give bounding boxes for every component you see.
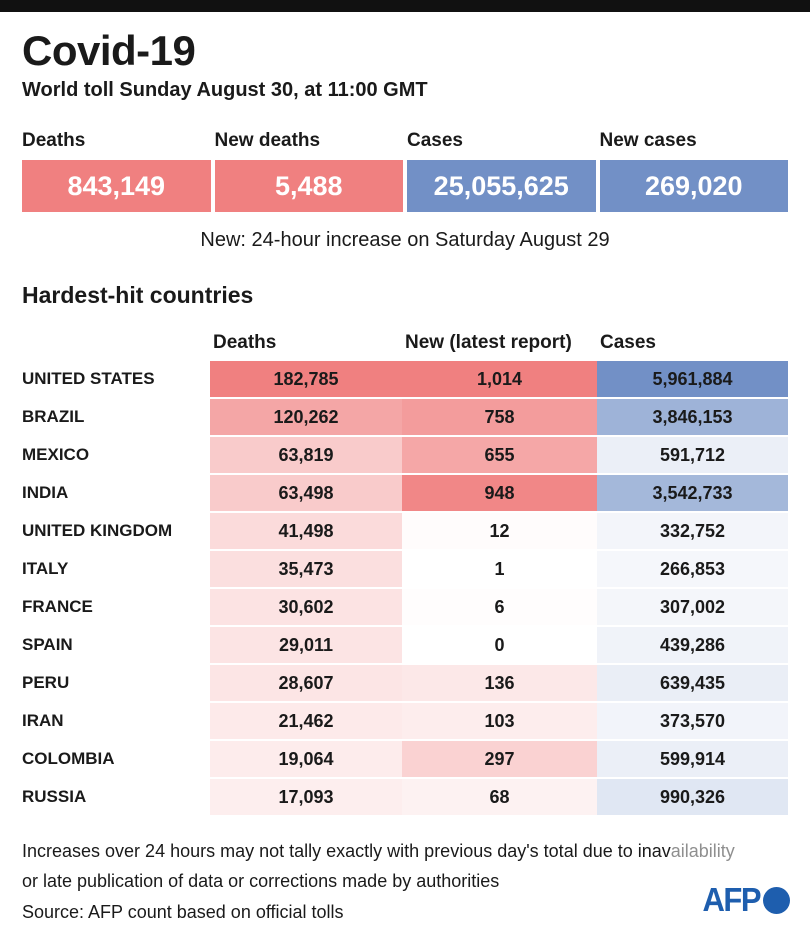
cases-cell: 591,712 [597,437,788,473]
table-row: BRAZIL 120,262 758 3,846,153 [22,399,788,435]
deaths-cell: 19,064 [210,741,402,777]
page-title: Covid-19 [22,27,196,74]
table-row: ITALY 35,473 1 266,853 [22,551,788,587]
afp-logo: AFP [702,880,790,919]
country-name: PERU [22,673,70,692]
table-row: INDIA 63,498 948 3,542,733 [22,475,788,511]
country-name: IRAN [22,711,64,730]
deaths-cell: 63,819 [210,437,402,473]
table-header-row: Deaths New (latest report) Cases [22,332,788,354]
country-name: INDIA [22,483,69,502]
page-subtitle: World toll Sunday August 30, at 11:00 GM… [22,79,428,101]
table-header-deaths: Deaths [213,332,277,353]
summary-label-2: Cases [407,130,463,151]
cases-cell: 3,846,153 [597,399,788,435]
deaths-cell: 41,498 [210,513,402,549]
country-name: UNITED KINGDOM [22,521,173,540]
country-name: MEXICO [22,445,90,464]
summary-value-3: 269,020 [599,160,788,212]
table-row: UNITED STATES 182,785 1,014 5,961,884 [22,361,788,397]
deaths-cell: 30,602 [210,589,402,625]
new-cell: 103 [402,703,597,739]
footer-note-line1-main: Increases over 24 hours may not tally ex… [22,841,671,861]
new-cell: 655 [402,437,597,473]
footer-note-line1: Increases over 24 hours may not tally ex… [22,836,788,866]
top-bar [0,0,810,12]
new-cell: 6 [402,589,597,625]
new-cell: 12 [402,513,597,549]
footer-note-line2: or late publication of data or correctio… [22,871,500,891]
footer-notes: Increases over 24 hours may not tally ex… [22,836,788,927]
cases-cell: 990,326 [597,779,788,815]
new-cell: 297 [402,741,597,777]
summary-value-1: 5,488 [214,160,403,212]
deaths-cell: 63,498 [210,475,402,511]
cases-cell: 266,853 [597,551,788,587]
table-header-cases: Cases [600,332,656,353]
table-row: SPAIN 29,011 0 439,286 [22,627,788,663]
countries-table: UNITED STATES 182,785 1,014 5,961,884 BRAZIL… [22,361,788,815]
summary-value-2: 25,055,625 [407,160,596,212]
new-cell: 1,014 [402,361,597,397]
cases-cell: 599,914 [597,741,788,777]
summary-labels: Deaths New deaths Cases New cases [22,130,788,160]
table-row: IRAN 21,462 103 373,570 [22,703,788,739]
country-name: RUSSIA [22,787,87,806]
deaths-cell: 28,607 [210,665,402,701]
cases-cell: 5,961,884 [597,361,788,397]
summary-value-0: 843,149 [22,160,211,212]
cases-cell: 639,435 [597,665,788,701]
cases-cell: 332,752 [597,513,788,549]
new-cell: 68 [402,779,597,815]
new-cell: 1 [402,551,597,587]
new-cell: 758 [402,399,597,435]
footer-note-line1-faded: ailability [670,841,735,861]
deaths-cell: 120,262 [210,399,402,435]
table-row: FRANCE 30,602 6 307,002 [22,589,788,625]
table-row: MEXICO 63,819 655 591,712 [22,437,788,473]
country-name: FRANCE [22,597,93,616]
new-cell: 136 [402,665,597,701]
source-line: Source: AFP count based on official toll… [22,902,344,922]
table-row: PERU 28,607 136 639,435 [22,665,788,701]
section-title: Hardest-hit countries [22,282,254,308]
country-name: COLOMBIA [22,749,115,768]
summary-note: New: 24-hour increase on Saturday August… [200,229,610,251]
deaths-cell: 29,011 [210,627,402,663]
deaths-cell: 21,462 [210,703,402,739]
summary-label-0: Deaths [22,130,86,151]
table-row: RUSSIA 17,093 68 990,326 [22,779,788,815]
cases-cell: 439,286 [597,627,788,663]
table-row: COLOMBIA 19,064 297 599,914 [22,741,788,777]
deaths-cell: 35,473 [210,551,402,587]
cases-cell: 3,542,733 [597,475,788,511]
summary-boxes: 843,149 5,488 25,055,625 269,020 [22,160,788,212]
new-cell: 0 [402,627,597,663]
summary-label-3: New cases [599,130,697,151]
new-cell: 948 [402,475,597,511]
country-name: BRAZIL [22,407,85,426]
table-header-country [22,332,210,354]
summary-label-1: New deaths [214,130,321,151]
deaths-cell: 17,093 [210,779,402,815]
country-name: UNITED STATES [22,369,155,388]
table-row: UNITED KINGDOM 41,498 12 332,752 [22,513,788,549]
country-name: SPAIN [22,635,73,654]
afp-globe-icon [763,886,790,914]
cases-cell: 307,002 [597,589,788,625]
cases-cell: 373,570 [597,703,788,739]
afp-logo-text: AFP [702,880,762,919]
table-header-new: New (latest report) [405,332,572,353]
deaths-cell: 182,785 [210,361,402,397]
country-name: ITALY [22,559,69,578]
